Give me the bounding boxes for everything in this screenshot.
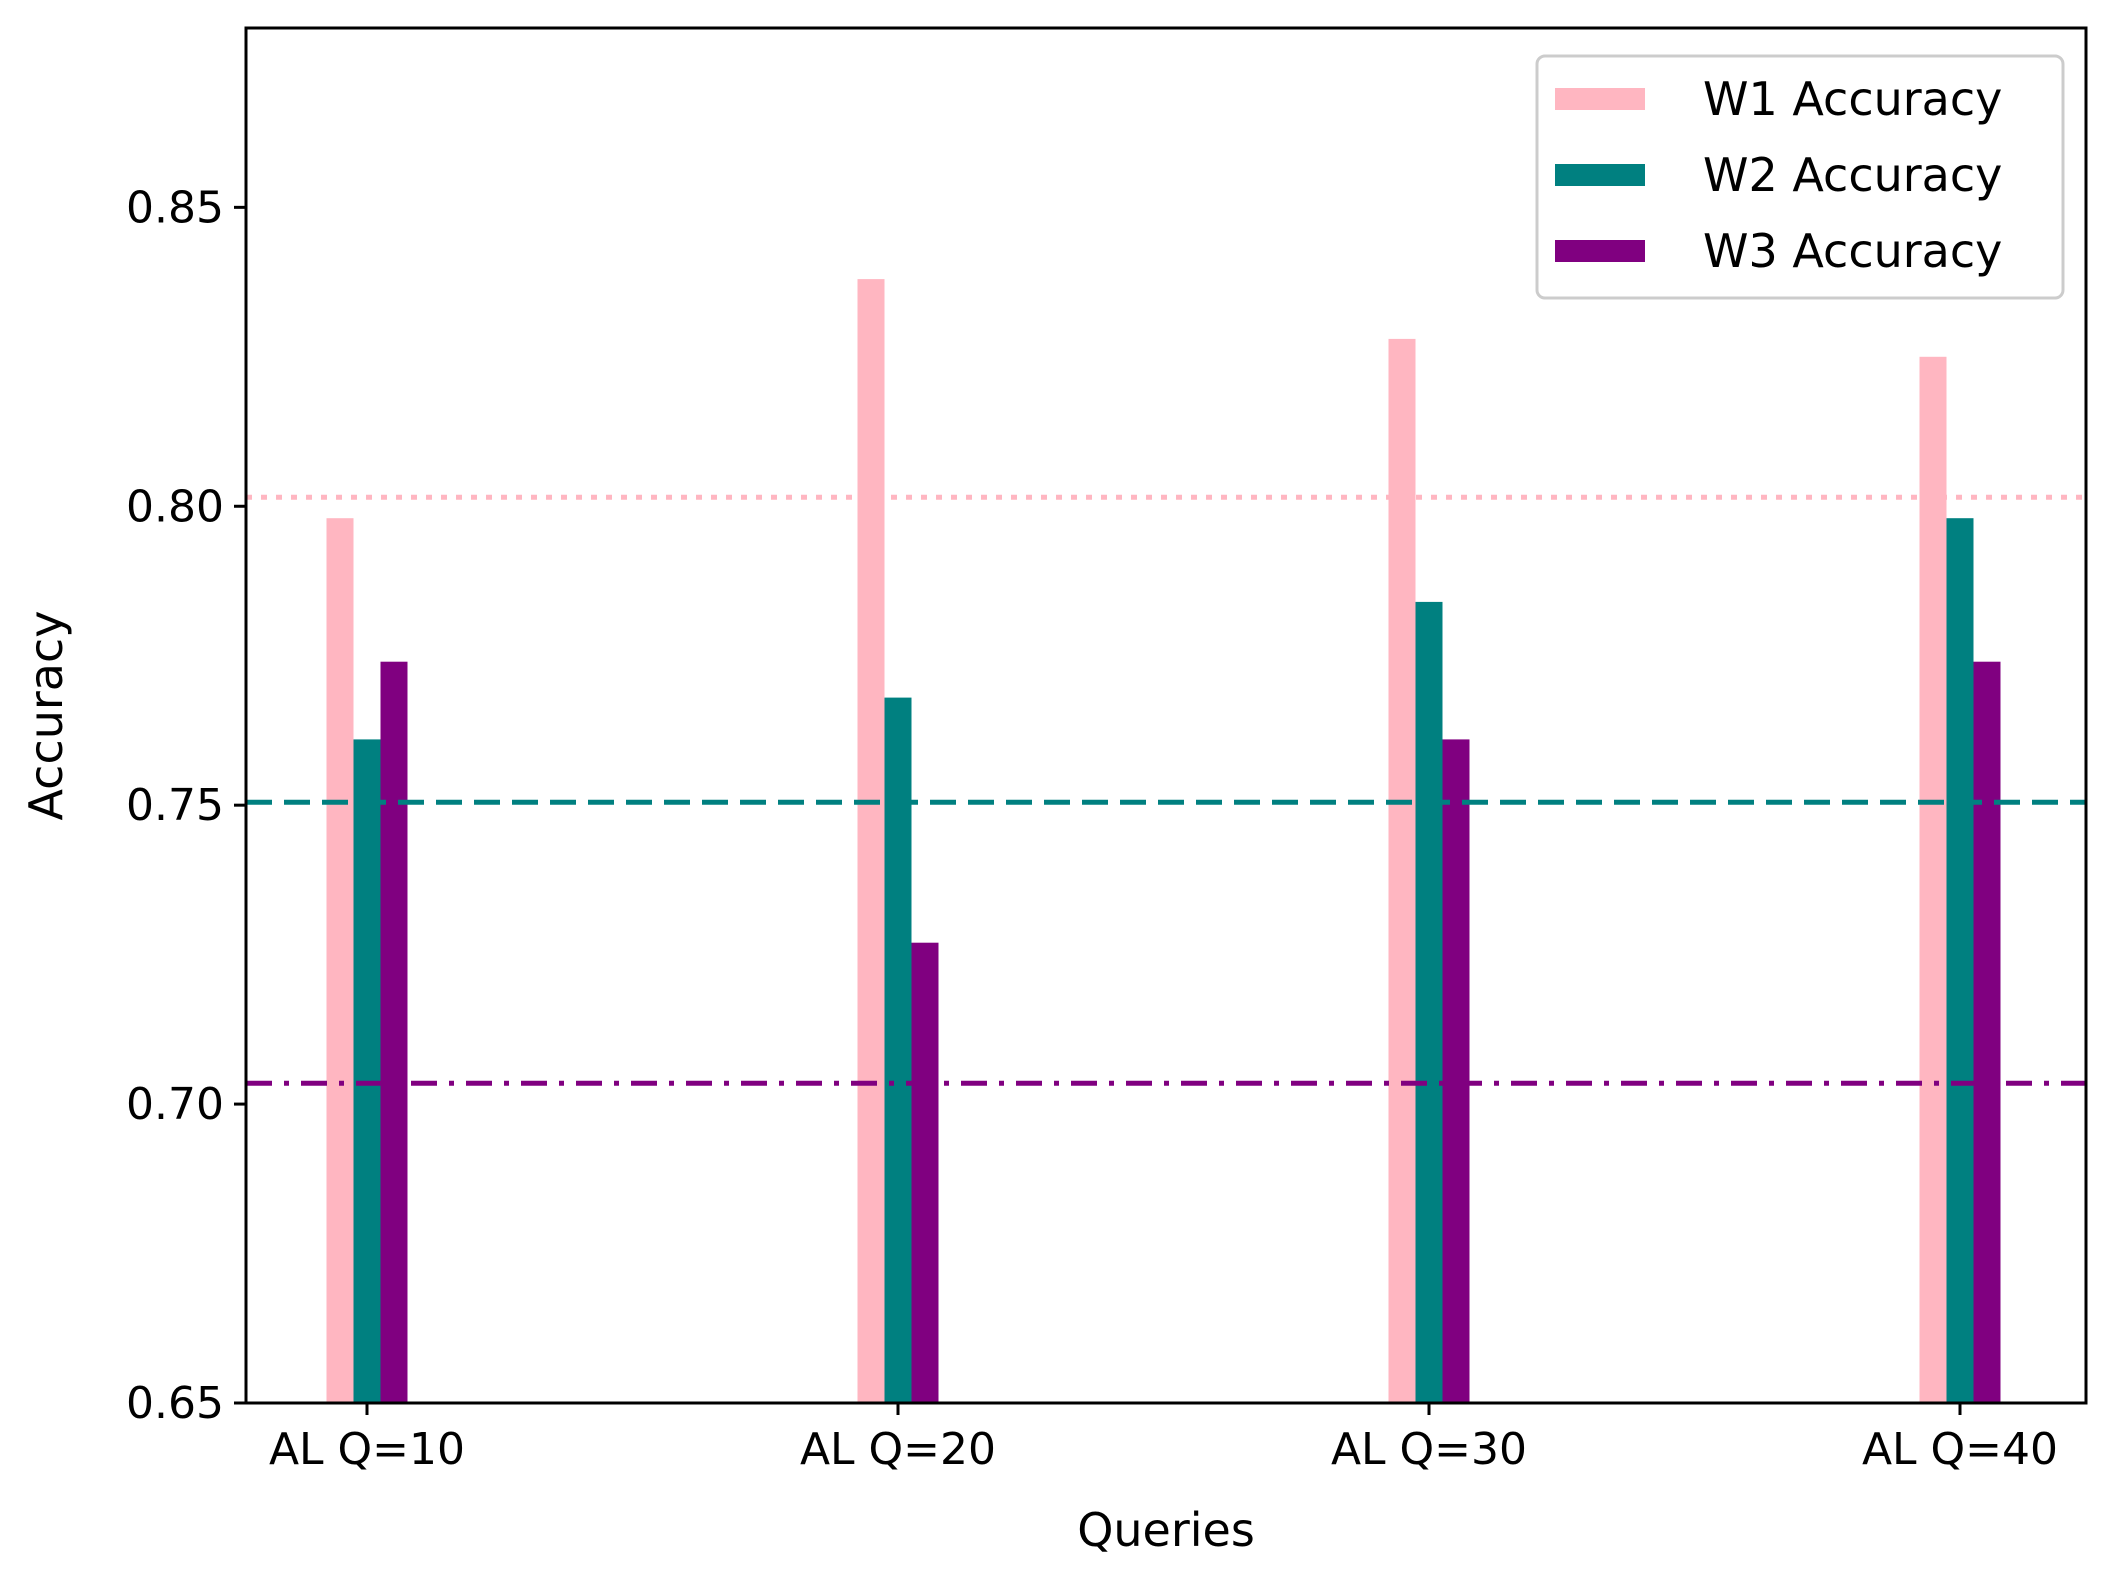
legend-label-3: W3 Accuracy — [1703, 224, 2002, 278]
bar-w3-accuracy-2 — [911, 942, 939, 1403]
legend: W1 Accuracy W2 Accuracy W3 Accuracy — [1535, 54, 2065, 300]
legend-box — [1535, 54, 2065, 300]
y-tick-label: 0.65 — [126, 1378, 224, 1429]
x-tick-label: AL Q=40 — [1862, 1424, 2058, 1475]
legend-swatch-2 — [1555, 164, 1645, 186]
legend-label-1: W1 Accuracy — [1703, 72, 2002, 126]
bar-w3-accuracy-3 — [1442, 739, 1470, 1403]
x-tick-label: AL Q=20 — [800, 1424, 996, 1475]
axes: 0.65 0.70 0.75 0.80 0.85 AL Q=10 AL Q=20 AL Q=3… — [19, 26, 2088, 1557]
bar-w1-accuracy-2 — [857, 279, 885, 1404]
bar-w2-accuracy-1 — [353, 739, 381, 1403]
y-tick-label: 0.70 — [126, 1079, 224, 1130]
y-tick-label: 0.80 — [126, 481, 224, 532]
bar-w1-accuracy-3 — [1388, 338, 1416, 1403]
plot-area — [246, 279, 2086, 1404]
bar-w2-accuracy-2 — [884, 697, 912, 1403]
y-tick-label: 0.75 — [126, 780, 224, 831]
y-tick-label: 0.85 — [126, 182, 224, 233]
bar-w3-accuracy-4 — [1973, 661, 2001, 1403]
bar-w1-accuracy-1 — [326, 518, 354, 1403]
plot-frame — [244, 26, 2088, 1405]
legend-swatch-1 — [1555, 88, 1645, 110]
y-axis-title: Accuracy — [19, 610, 73, 820]
bar-w3-accuracy-1 — [380, 661, 408, 1403]
legend-swatch-3 — [1555, 240, 1645, 262]
x-tick-label: AL Q=30 — [1331, 1424, 1527, 1475]
bar-w2-accuracy-3 — [1415, 601, 1443, 1403]
x-tick-label: AL Q=10 — [269, 1424, 465, 1475]
x-axis-title: Queries — [1077, 1503, 1255, 1557]
bar-w1-accuracy-4 — [1919, 356, 1947, 1403]
legend-label-2: W2 Accuracy — [1703, 148, 2002, 202]
bar-w2-accuracy-4 — [1946, 518, 1974, 1403]
